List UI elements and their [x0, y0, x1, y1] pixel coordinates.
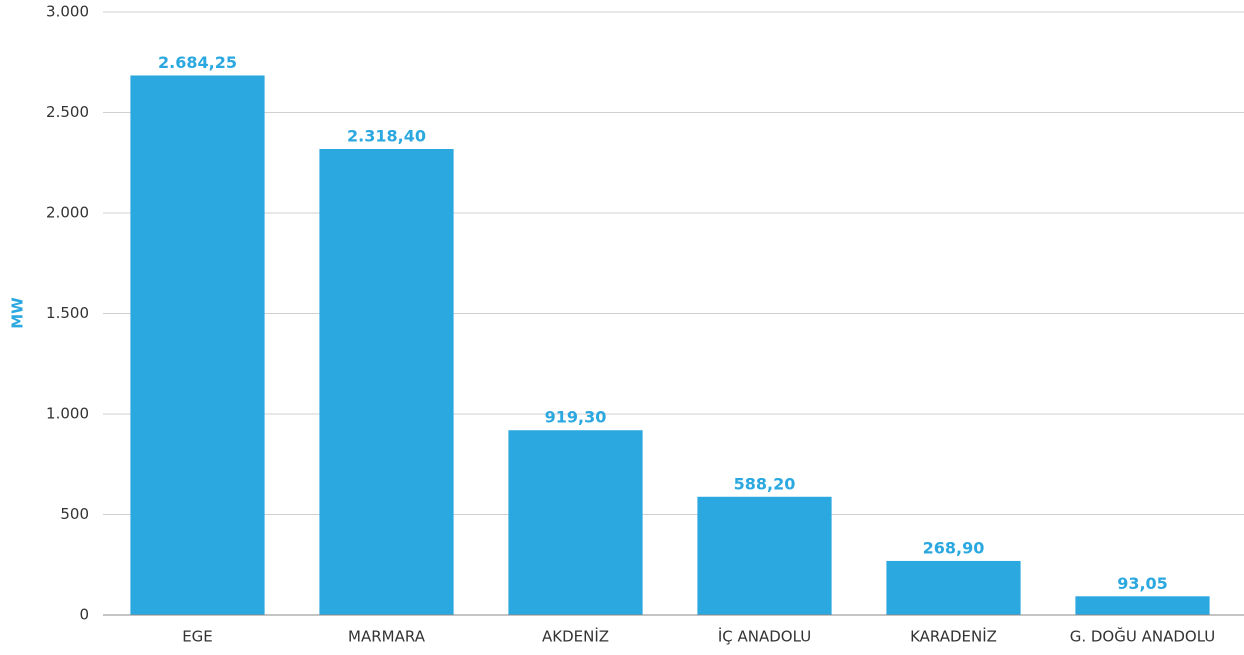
- y-tick-label: 2.500: [46, 103, 89, 121]
- y-tick-label: 1.000: [46, 405, 89, 423]
- bar: [886, 560, 1021, 615]
- x-tick-label: G. DOĞU ANADOLU: [1070, 627, 1216, 646]
- y-tick-label: 0: [79, 606, 89, 624]
- y-tick-label: 500: [60, 505, 89, 523]
- x-tick-label: AKDENİZ: [542, 627, 609, 646]
- y-tick-label: 1.500: [46, 304, 89, 322]
- x-tick-label: İÇ ANADOLU: [718, 627, 811, 646]
- x-tick-label: MARMARA: [348, 628, 426, 646]
- y-tick-label: 2.000: [46, 204, 89, 222]
- x-tick-label: KARADENİZ: [910, 627, 997, 646]
- value-label: 919,30: [545, 408, 607, 427]
- bar: [130, 75, 265, 615]
- bar: [508, 430, 643, 615]
- y-tick-label: 3.000: [46, 3, 89, 21]
- bar: [1075, 596, 1210, 615]
- x-tick-label: EGE: [182, 628, 213, 646]
- value-label: 2.318,40: [347, 127, 426, 146]
- bar: [319, 149, 454, 616]
- value-label: 268,90: [923, 538, 985, 557]
- value-label: 2.684,25: [158, 53, 237, 72]
- bar: [697, 496, 832, 615]
- value-label: 588,20: [734, 474, 796, 493]
- y-axis-label: MW: [9, 297, 27, 329]
- value-label: 93,05: [1117, 574, 1168, 593]
